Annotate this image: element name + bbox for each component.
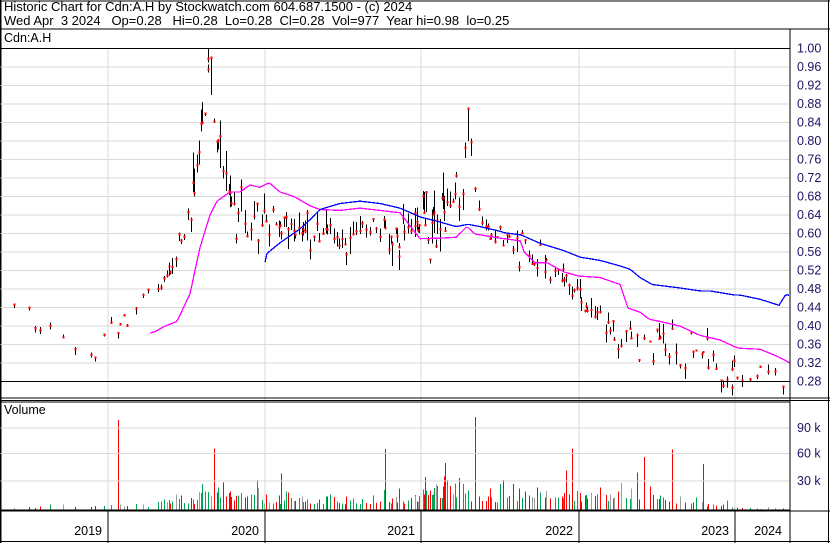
svg-text:0.36: 0.36 (797, 338, 821, 352)
svg-text:2020: 2020 (231, 524, 259, 538)
svg-text:0.44: 0.44 (797, 301, 821, 315)
svg-text:Cdn:A.H: Cdn:A.H (4, 31, 51, 45)
svg-text:1.00: 1.00 (797, 42, 821, 56)
svg-text:0.84: 0.84 (797, 116, 821, 130)
svg-text:0.40: 0.40 (797, 319, 821, 333)
svg-text:Wed Apr 3 2024 Op=0.28 Hi: Wed Apr 3 2024 Op=0.28 Hi=0.28 Lo=0.28 C… (4, 13, 509, 28)
svg-text:0.92: 0.92 (797, 79, 821, 93)
svg-text:60 k: 60 k (797, 447, 821, 461)
svg-text:0.48: 0.48 (797, 282, 821, 296)
svg-text:0.64: 0.64 (797, 208, 821, 222)
svg-text:0.32: 0.32 (797, 356, 821, 370)
svg-text:0.80: 0.80 (797, 134, 821, 148)
svg-text:2022: 2022 (545, 524, 573, 538)
svg-text:30 k: 30 k (797, 474, 821, 488)
svg-text:0.52: 0.52 (797, 264, 821, 278)
svg-text:Volume: Volume (4, 403, 46, 417)
svg-text:2019: 2019 (74, 524, 102, 538)
svg-text:2023: 2023 (701, 524, 729, 538)
svg-text:0.68: 0.68 (797, 190, 821, 204)
svg-text:0.76: 0.76 (797, 153, 821, 167)
svg-text:2021: 2021 (387, 524, 415, 538)
svg-text:0.96: 0.96 (797, 60, 821, 74)
svg-text:2024: 2024 (754, 524, 782, 538)
svg-text:0.56: 0.56 (797, 245, 821, 259)
svg-text:0.88: 0.88 (797, 97, 821, 111)
svg-text:90 k: 90 k (797, 421, 821, 435)
svg-text:0.60: 0.60 (797, 227, 821, 241)
svg-text:0.72: 0.72 (797, 171, 821, 185)
svg-text:Historic Chart for Cdn:A.H by: Historic Chart for Cdn:A.H by Stockwatch… (4, 0, 412, 14)
svg-text:0.28: 0.28 (797, 375, 821, 389)
